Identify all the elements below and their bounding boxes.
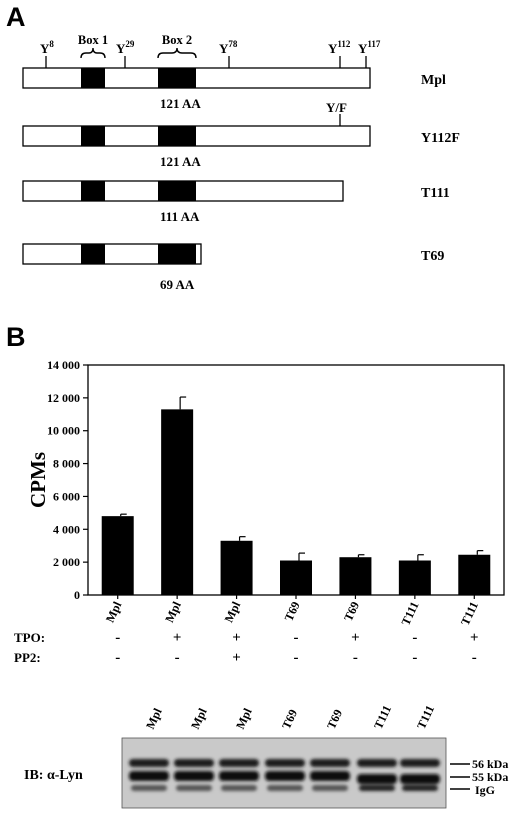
- pp2-mark: -: [353, 650, 358, 666]
- bar: [398, 560, 431, 595]
- panel-b-letter: B: [6, 322, 26, 352]
- construct-diagram: Y8 Box 1 Y29 Box 2 Y78 Y112 Y117 121 AA …: [22, 33, 460, 292]
- tpo-mark: +: [232, 630, 241, 646]
- y-tick-label: 2 000: [53, 555, 80, 569]
- blot-lane-label: Mpl: [188, 705, 210, 731]
- construct-t69: 69 AA T69: [22, 243, 444, 292]
- cpm-bar-chart: 0 2 000 4 000 6 000 8 000 10 000 12 000 14 000 C…: [26, 358, 505, 628]
- marker-y112: Y112: [328, 39, 351, 56]
- tpo-mark: -: [294, 630, 299, 646]
- blot-lane-label: T69: [324, 707, 345, 731]
- marker-y29: Y29: [116, 39, 135, 56]
- blot-band-1: [129, 759, 169, 791]
- construct-mpl-name: Mpl: [421, 73, 446, 88]
- blot-band-5: [310, 759, 350, 791]
- blot-band-2: [174, 759, 214, 791]
- construct-y112f: Y/F 121 AA Y112F: [22, 100, 460, 169]
- tpo-label: TPO:: [14, 630, 45, 645]
- construct-t111-name: T111: [421, 186, 450, 201]
- construct-t69-name: T69: [421, 249, 444, 264]
- y-tick-label: 12 000: [47, 391, 80, 405]
- pp2-mark: -: [294, 650, 299, 666]
- y-tick-label: 0: [74, 588, 80, 602]
- tpo-mark: +: [173, 630, 182, 646]
- construct-t111-length: 111 AA: [160, 209, 200, 224]
- tpo-mark: +: [470, 630, 479, 646]
- construct-mpl: 121 AA Mpl: [22, 67, 446, 111]
- tpo-mark: -: [412, 630, 417, 646]
- blot-antibody-label: IB: α-Lyn: [24, 768, 83, 783]
- pp2-label: PP2:: [14, 650, 41, 665]
- construct-y112f-name: Y112F: [421, 131, 460, 146]
- bar: [101, 516, 134, 595]
- blot-lane-label: T111: [371, 703, 394, 731]
- treatment-table: TPO: PP2: - + + - + - + - - + - - - -: [14, 630, 479, 666]
- panel-a-letter: A: [6, 2, 26, 32]
- marker-y8: Y8: [40, 39, 54, 56]
- marker-56kda: 56 kDa: [472, 757, 508, 771]
- marker-55kda: 55 kDa: [472, 770, 508, 784]
- blot-band-4: [265, 759, 305, 791]
- blot-band-7: [400, 759, 440, 791]
- blot-lane-label: T69: [279, 707, 300, 731]
- bar: [339, 557, 372, 595]
- pp2-mark: -: [412, 650, 417, 666]
- box1-bracket: [80, 47, 106, 59]
- blot-band-6: [357, 759, 397, 791]
- construct-y112f-mutation: Y/F: [326, 100, 347, 115]
- x-tick-label: T111: [398, 599, 421, 627]
- bar: [161, 409, 194, 595]
- bar: [220, 540, 253, 595]
- box2-label: Box 2: [162, 33, 192, 47]
- blot-band-3: [219, 759, 259, 791]
- blot-lane-label: Mpl: [233, 705, 255, 731]
- marker-y78: Y78: [219, 39, 238, 56]
- box2-bracket: [157, 47, 197, 59]
- bar: [458, 554, 491, 595]
- pp2-mark: -: [472, 650, 477, 666]
- x-tick-label: Mpl: [222, 599, 244, 625]
- y-axis-label: CPMs: [26, 452, 50, 508]
- y-tick-label: 14 000: [47, 358, 80, 372]
- blot-lane-label: Mpl: [143, 705, 165, 731]
- blot-lane-label: T111: [414, 703, 437, 731]
- pp2-mark: -: [115, 650, 120, 666]
- marker-y117: Y117: [358, 39, 381, 56]
- construct-t111: 111 AA T111: [22, 180, 450, 224]
- y-tick-label: 6 000: [53, 489, 80, 503]
- x-tick-label: T69: [341, 599, 362, 623]
- y-tick-label: 8 000: [53, 457, 80, 471]
- construct-t69-length: 69 AA: [160, 277, 195, 292]
- y-tick-label: 10 000: [47, 424, 80, 438]
- x-tick-label: T111: [458, 599, 481, 627]
- pp2-mark: -: [175, 650, 180, 666]
- tpo-mark: +: [351, 630, 360, 646]
- x-tick-label: Mpl: [103, 599, 125, 625]
- tpo-mark: -: [115, 630, 120, 646]
- construct-y112f-length: 121 AA: [160, 154, 201, 169]
- pp2-mark: +: [232, 650, 241, 666]
- x-tick-label: Mpl: [162, 599, 184, 625]
- y-tick-label: 4 000: [53, 522, 80, 536]
- box1-label: Box 1: [78, 33, 108, 47]
- bar: [280, 560, 312, 595]
- western-blot: Mpl Mpl Mpl T69 T69 T111 T111 IB: α-Lyn 56 kDa…: [24, 703, 508, 809]
- x-tick-label: T69: [282, 599, 303, 623]
- construct-mpl-length: 121 AA: [160, 96, 201, 111]
- marker-igg: IgG: [475, 783, 495, 797]
